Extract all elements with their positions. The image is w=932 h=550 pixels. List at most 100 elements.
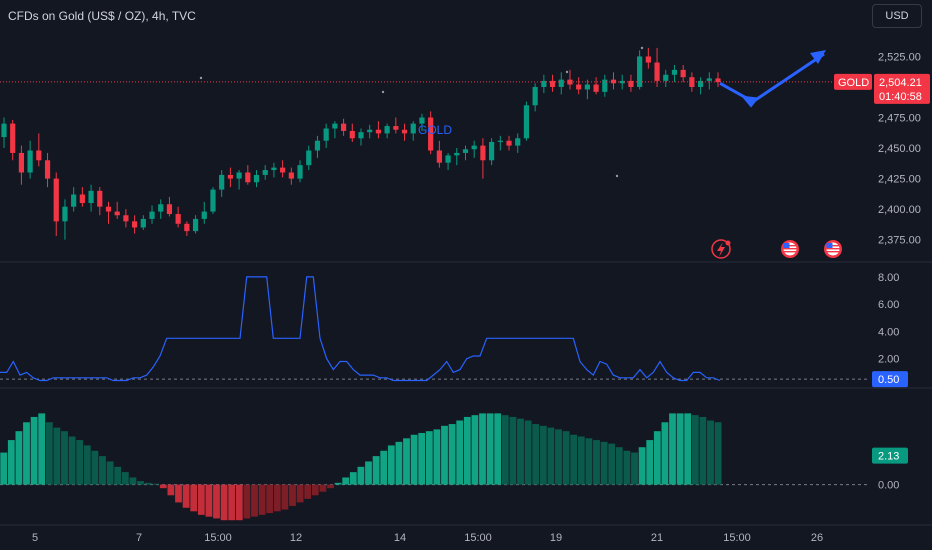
histogram-bar bbox=[463, 416, 471, 485]
histogram-bar bbox=[669, 413, 676, 485]
candle-body bbox=[44, 160, 51, 179]
histogram-bar bbox=[7, 440, 15, 485]
histogram-bar bbox=[243, 484, 251, 519]
candle-body bbox=[53, 178, 59, 222]
candle-body bbox=[410, 123, 416, 134]
histogram-bar bbox=[638, 447, 646, 485]
candle-body bbox=[62, 206, 68, 222]
indicator-line-series bbox=[0, 276, 868, 382]
candle-body bbox=[549, 80, 556, 87]
histogram-bar bbox=[167, 484, 175, 496]
price-tag-bg bbox=[874, 73, 930, 104]
candle-body bbox=[262, 170, 268, 175]
indicator-axis-tick: 4.00 bbox=[878, 326, 899, 338]
histogram-bar bbox=[91, 450, 99, 485]
histogram-bar bbox=[61, 431, 68, 485]
candle-body bbox=[454, 152, 460, 156]
us-flag-event-icon bbox=[824, 240, 842, 258]
histogram-bar bbox=[266, 484, 274, 514]
histogram-axis-tick: 0.00 bbox=[878, 480, 899, 492]
histogram-bar bbox=[273, 484, 281, 512]
histogram-bar bbox=[114, 466, 122, 485]
indicator-axis-tick: 8.00 bbox=[878, 272, 899, 284]
candle-body bbox=[401, 129, 408, 134]
candle-body bbox=[245, 172, 251, 183]
hist-value-tag-bg bbox=[872, 447, 908, 464]
projection-arrow-head bbox=[810, 49, 826, 64]
us-flag-stripe bbox=[783, 251, 797, 253]
histogram-bar bbox=[448, 424, 456, 485]
candle-body bbox=[271, 167, 277, 171]
histogram-bar bbox=[691, 415, 699, 485]
histogram-bar bbox=[296, 484, 304, 503]
candle-body bbox=[132, 221, 138, 228]
histogram-bar bbox=[15, 431, 23, 485]
histogram-bar bbox=[220, 484, 228, 521]
histogram-bar bbox=[159, 484, 167, 489]
us-flag-stripe bbox=[826, 251, 840, 253]
candlestick-series bbox=[1, 47, 721, 240]
price-axis-tick: 2,525.00 bbox=[878, 51, 921, 63]
us-flag-stripe bbox=[826, 248, 840, 250]
candle-body bbox=[593, 84, 599, 92]
candle-body bbox=[36, 150, 42, 161]
time-axis[interactable]: 5 7 15:00 12 14 15:00 19 21 15:00 26 bbox=[32, 532, 823, 544]
candle-body bbox=[236, 172, 242, 179]
histogram-bar bbox=[0, 452, 8, 485]
histogram-bar bbox=[714, 422, 722, 485]
candle-body bbox=[602, 79, 608, 92]
candle-body bbox=[558, 79, 564, 87]
histogram-bar bbox=[577, 436, 585, 485]
histogram-bar bbox=[684, 413, 692, 485]
us-flag-stripe bbox=[783, 245, 797, 247]
us-flag-event-icon bbox=[781, 240, 799, 258]
histogram-bar bbox=[509, 416, 517, 485]
histogram-bar bbox=[175, 484, 182, 503]
candle-body bbox=[123, 215, 129, 222]
candle-body bbox=[349, 130, 355, 139]
us-flag-canton bbox=[783, 243, 790, 248]
histogram-bar bbox=[494, 413, 502, 485]
candle-body bbox=[680, 69, 686, 78]
histogram-bar bbox=[410, 434, 418, 485]
histogram-bar bbox=[676, 413, 684, 485]
lightning-event-icon-bolt bbox=[717, 242, 725, 257]
histogram-bar bbox=[53, 427, 61, 485]
histogram-bar bbox=[106, 461, 114, 485]
candle-body bbox=[567, 79, 573, 85]
candle-body bbox=[532, 86, 538, 106]
candle-body bbox=[436, 150, 442, 163]
candle-body bbox=[79, 194, 85, 204]
histogram-bar bbox=[380, 450, 388, 485]
indicator-line bbox=[0, 276, 721, 382]
histogram-bar bbox=[327, 484, 334, 489]
histogram-bar bbox=[129, 477, 137, 485]
projection-arrow-head bbox=[741, 95, 759, 108]
histogram-bar bbox=[258, 484, 266, 515]
chart-title: CFDs on Gold (US$ / OZ), 4h, TVC bbox=[8, 9, 196, 23]
histogram-bar bbox=[433, 429, 441, 485]
histogram-bar bbox=[600, 441, 608, 485]
candle-body bbox=[184, 223, 190, 232]
currency-button[interactable]: USD bbox=[872, 4, 922, 28]
price-axis-tick: 2,425.00 bbox=[878, 174, 921, 186]
histogram-bar bbox=[547, 427, 555, 485]
histogram-bar bbox=[608, 443, 616, 485]
histogram-bar bbox=[349, 472, 357, 485]
candle-body bbox=[663, 74, 669, 81]
time-axis-tick: 5 bbox=[32, 532, 38, 544]
line-value-tag-bg bbox=[872, 371, 908, 388]
candle-body bbox=[480, 145, 486, 161]
candle-body bbox=[515, 138, 521, 146]
histogram-bar bbox=[213, 484, 220, 519]
candle-body bbox=[18, 152, 25, 173]
histogram-bar bbox=[289, 484, 296, 506]
price-axis-tick: 2,475.00 bbox=[878, 113, 921, 125]
candle-body bbox=[367, 129, 373, 133]
candle-body bbox=[192, 218, 199, 232]
candle-body bbox=[332, 123, 338, 129]
histogram-bar bbox=[524, 420, 532, 485]
grid-lines bbox=[0, 261, 932, 526]
price-axis[interactable]: 2,525.002,500.002,475.002,450.002,425.00… bbox=[834, 51, 930, 492]
